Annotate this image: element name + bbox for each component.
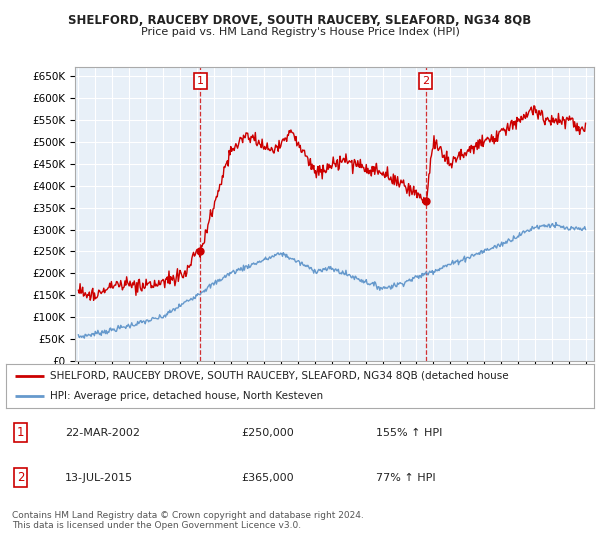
Text: 1: 1 — [17, 426, 25, 439]
Text: £250,000: £250,000 — [241, 428, 294, 437]
Text: 13-JUL-2015: 13-JUL-2015 — [65, 473, 133, 483]
Text: Price paid vs. HM Land Registry's House Price Index (HPI): Price paid vs. HM Land Registry's House … — [140, 27, 460, 37]
Text: 1: 1 — [197, 76, 204, 86]
Text: SHELFORD, RAUCEBY DROVE, SOUTH RAUCEBY, SLEAFORD, NG34 8QB: SHELFORD, RAUCEBY DROVE, SOUTH RAUCEBY, … — [68, 14, 532, 27]
Text: 77% ↑ HPI: 77% ↑ HPI — [376, 473, 436, 483]
Text: Contains HM Land Registry data © Crown copyright and database right 2024.
This d: Contains HM Land Registry data © Crown c… — [12, 511, 364, 530]
Text: 22-MAR-2002: 22-MAR-2002 — [65, 428, 140, 437]
Text: 2: 2 — [17, 472, 25, 484]
Text: HPI: Average price, detached house, North Kesteven: HPI: Average price, detached house, Nort… — [50, 391, 323, 401]
Text: SHELFORD, RAUCEBY DROVE, SOUTH RAUCEBY, SLEAFORD, NG34 8QB (detached house: SHELFORD, RAUCEBY DROVE, SOUTH RAUCEBY, … — [50, 371, 509, 381]
Text: £365,000: £365,000 — [241, 473, 294, 483]
Text: 2: 2 — [422, 76, 430, 86]
Text: 155% ↑ HPI: 155% ↑ HPI — [376, 428, 443, 437]
